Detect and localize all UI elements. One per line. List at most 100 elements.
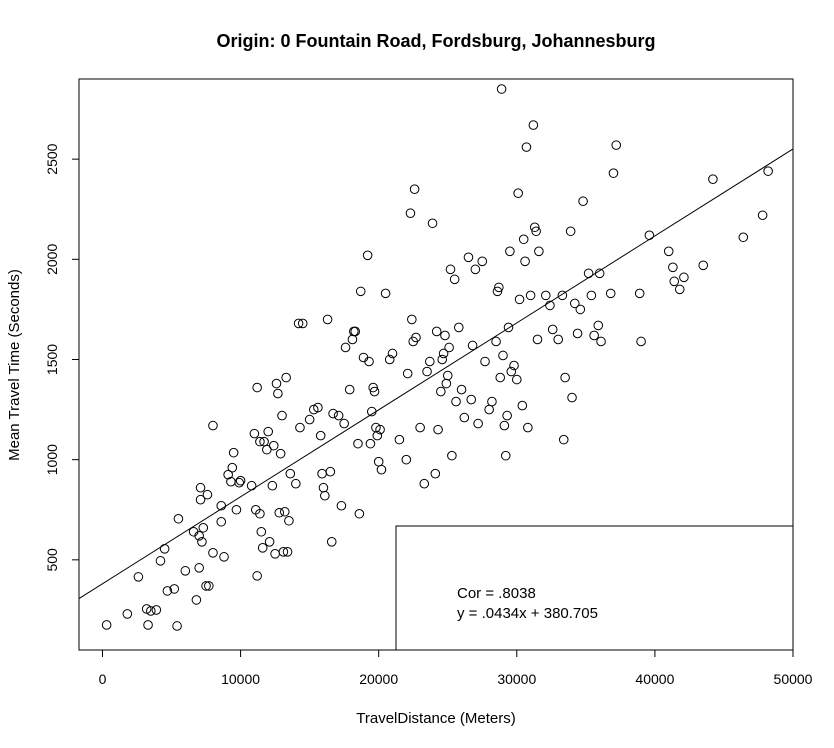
data-point: [267, 480, 278, 491]
data-point: [375, 424, 385, 435]
data-point: [499, 420, 510, 431]
data-point: [295, 422, 305, 433]
data-point: [511, 374, 522, 385]
data-point: [155, 556, 166, 566]
x-axis-label: TravelDistance (Meters): [356, 710, 515, 727]
data-point: [194, 563, 204, 573]
data-point: [191, 595, 202, 605]
x-tick-label: 50000: [774, 671, 813, 687]
data-point: [525, 290, 536, 301]
data-point: [273, 388, 283, 399]
data-point: [605, 288, 616, 299]
data-point: [575, 304, 586, 315]
data-point: [424, 356, 435, 367]
data-point: [547, 324, 558, 335]
data-point: [545, 300, 555, 311]
data-point: [143, 620, 153, 630]
data-point: [449, 274, 460, 285]
data-point: [402, 368, 413, 379]
data-point: [491, 336, 501, 347]
data-point: [257, 543, 268, 553]
data-point: [698, 260, 709, 271]
data-point: [355, 286, 366, 297]
data-point: [763, 166, 773, 176]
data-point: [558, 434, 569, 445]
data-point: [437, 354, 448, 365]
regression-line: [78, 148, 794, 599]
data-point: [255, 436, 265, 447]
data-point: [498, 350, 508, 361]
data-point: [514, 294, 525, 305]
data-point: [333, 410, 344, 421]
data-point: [365, 438, 376, 449]
data-point: [278, 547, 289, 557]
data-point: [517, 400, 528, 411]
data-point: [201, 581, 211, 591]
data-point: [495, 372, 506, 383]
data-point: [569, 298, 580, 309]
data-point: [216, 516, 227, 527]
x-axis: 0 10000 20000 30000 40000 50000: [99, 649, 813, 687]
data-point: [405, 208, 416, 219]
data-point: [223, 469, 233, 480]
data-point: [285, 468, 296, 479]
data-point: [757, 210, 768, 221]
data-point: [270, 549, 280, 559]
data-point: [444, 342, 454, 353]
data-point: [663, 246, 674, 257]
data-point: [255, 508, 265, 519]
data-point: [195, 494, 206, 505]
data-point: [159, 544, 170, 554]
data-point: [674, 284, 685, 295]
y-tick-label: 2000: [44, 244, 60, 275]
data-point: [506, 366, 517, 377]
data-point: [122, 609, 133, 619]
data-point: [445, 264, 456, 275]
data-point: [133, 572, 144, 582]
data-point: [668, 262, 678, 273]
data-point: [578, 196, 588, 207]
data-point: [282, 547, 293, 557]
data-point: [394, 434, 405, 445]
data-point: [195, 482, 206, 493]
data-point: [328, 408, 338, 419]
data-point: [593, 320, 604, 331]
data-point: [151, 605, 162, 615]
data-point: [194, 531, 204, 541]
data-point: [219, 552, 229, 562]
data-point: [380, 288, 391, 299]
data-point: [364, 356, 374, 367]
data-point: [172, 621, 182, 631]
data-point: [231, 504, 242, 515]
data-point: [453, 322, 464, 333]
data-point: [264, 537, 275, 547]
data-point: [228, 447, 239, 458]
data-point: [567, 392, 577, 403]
data-point: [340, 342, 351, 353]
data-point: [521, 142, 532, 152]
data-point: [322, 314, 333, 325]
data-point: [503, 322, 514, 333]
data-point: [470, 264, 481, 275]
data-points: [101, 84, 773, 631]
y-tick-label: 500: [44, 548, 60, 572]
data-point: [419, 478, 430, 489]
data-point: [162, 586, 173, 596]
data-point: [518, 234, 529, 245]
data-point: [180, 566, 191, 576]
data-point: [325, 466, 336, 477]
data-point: [433, 424, 443, 435]
data-point: [442, 370, 453, 381]
data-point: [494, 282, 504, 293]
data-point: [368, 382, 378, 393]
data-point: [441, 378, 452, 389]
data-point: [263, 426, 274, 437]
data-point: [202, 489, 213, 500]
x-tick-label: 40000: [635, 671, 674, 687]
data-point: [466, 394, 477, 405]
equation-text: y = .0434x + 380.705: [457, 605, 598, 622]
data-point: [297, 318, 308, 329]
data-point: [477, 256, 488, 267]
data-point: [411, 332, 421, 343]
data-point: [204, 581, 214, 591]
